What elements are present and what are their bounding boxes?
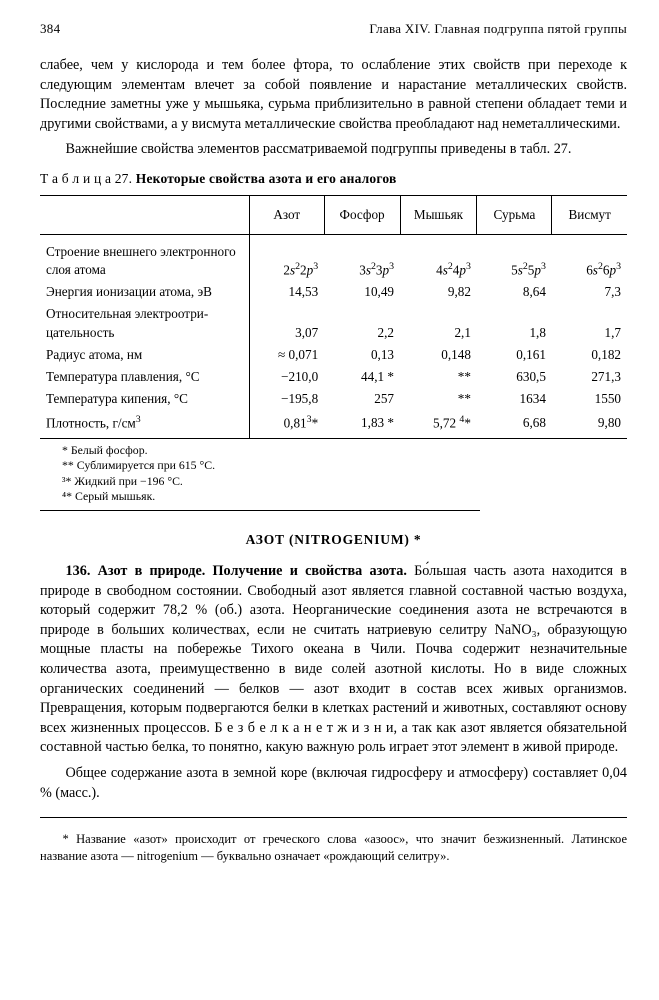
table-cell: 257 [324, 388, 400, 410]
table-number: Т а б л и ц а 27. [40, 171, 132, 186]
row-label: Радиус атома, нм [40, 344, 249, 366]
table-cell: 9,82 [400, 281, 477, 303]
table-footnote: ** Сублимируется при 615 °C. [62, 458, 627, 473]
table-cell: 3,07 [249, 303, 324, 343]
table-cell: 1634 [477, 388, 552, 410]
table-cell: 5,72 4* [400, 411, 477, 439]
table-cell: 0,148 [400, 344, 477, 366]
table-cell: 0,13 [324, 344, 400, 366]
table-cell: 1,7 [552, 303, 627, 343]
table-cell: 2s22p3 [249, 234, 324, 281]
row-label: Температура плавления, °C [40, 366, 249, 388]
table-cell: 0,182 [552, 344, 627, 366]
table-cell: −195,8 [249, 388, 324, 410]
paragraph: Общее содержание азота в земной коре (вк… [40, 764, 627, 803]
table-cell: 0,813* [249, 411, 324, 439]
table-row: Плотность, г/см3 0,813* 1,83 * 5,72 4* 6… [40, 411, 627, 439]
table-cell: 6,68 [477, 411, 552, 439]
table-header-row: Азот Фосфор Мышьяк Сурьма Висмут [40, 195, 627, 234]
row-label: Плотность, г/см3 [40, 411, 249, 439]
table-header-cell: Сурьма [477, 195, 552, 234]
table-cell: ≈ 0,071 [249, 344, 324, 366]
table-cell: 271,3 [552, 366, 627, 388]
table-cell: 6s26p3 [552, 234, 627, 281]
table-header-cell: Азот [249, 195, 324, 234]
row-label: Температура кипения, °C [40, 388, 249, 410]
table-row: Радиус атома, нм ≈ 0,071 0,13 0,148 0,16… [40, 344, 627, 366]
properties-table: Азот Фосфор Мышьяк Сурьма Висмут Строени… [40, 195, 627, 440]
paragraph-body: Бо́льшая часть азота находится в природе… [40, 563, 627, 755]
table-cell: 9,80 [552, 411, 627, 439]
table-header-blank [40, 195, 249, 234]
table-header-cell: Мышьяк [400, 195, 477, 234]
table-caption: Т а б л и ц а 27. Некоторые свойства азо… [40, 170, 627, 189]
table-footnote: ³* Жидкий при −196 °C. [62, 474, 627, 489]
table-cell: 1,83 * [324, 411, 400, 439]
page-number: 384 [40, 20, 60, 38]
table-cell: 630,5 [477, 366, 552, 388]
row-label: Строение внешнего электрон­ного слоя ато… [40, 234, 249, 281]
table-row: Температура кипения, °C −195,8 257 ** 16… [40, 388, 627, 410]
paragraph: 136. Азот в природе. Получение и свойств… [40, 562, 627, 758]
table-row: Температура плавления, °C −210,0 44,1 * … [40, 366, 627, 388]
table-cell: 2,1 [400, 303, 477, 343]
table-footnote: ⁴* Серый мышьяк. [62, 489, 627, 504]
table-row: Строение внешнего электрон­ного слоя ато… [40, 234, 627, 281]
table-footnotes: * Белый фосфор. ** Сублимируется при 615… [62, 443, 627, 504]
row-label: Энергия ионизации атома, эВ [40, 281, 249, 303]
paragraph: Важнейшие свойства элементов рассматрива… [40, 140, 627, 160]
table-cell: 5s25p3 [477, 234, 552, 281]
chapter-title: Глава XIV. Главная подгруппа пятой групп… [369, 20, 627, 38]
paragraph: слабее, чем у кислорода и тем более фтор… [40, 56, 627, 134]
table-row: Энергия ионизации атома, эВ 14,53 10,49 … [40, 281, 627, 303]
row-label: Относительная электроотри­цательность [40, 303, 249, 343]
table-cell: 3s23p3 [324, 234, 400, 281]
table-header-cell: Висмут [552, 195, 627, 234]
table-cell: 10,49 [324, 281, 400, 303]
table-row: Относительная электроотри­цательность 3,… [40, 303, 627, 343]
table-cell: 1550 [552, 388, 627, 410]
table-header-cell: Фосфор [324, 195, 400, 234]
paragraph-lead: 136. Азот в природе. Получение и свойств… [66, 563, 407, 579]
table-cell: ** [400, 388, 477, 410]
divider [40, 510, 480, 511]
page: 384 Глава XIV. Главная подгруппа пятой г… [0, 0, 659, 1000]
running-head: 384 Глава XIV. Главная подгруппа пятой г… [40, 20, 627, 38]
table-title: Некоторые свойства азота и его аналогов [136, 171, 397, 186]
table-cell: 14,53 [249, 281, 324, 303]
table-cell: ** [400, 366, 477, 388]
page-footnote: * Название «азот» происходит от греческо… [40, 831, 627, 865]
table-cell: 0,161 [477, 344, 552, 366]
table-cell: 1,8 [477, 303, 552, 343]
footnote-divider [40, 817, 627, 818]
table-cell: 4s24p3 [400, 234, 477, 281]
table-cell: −210,0 [249, 366, 324, 388]
table-footnote: * Белый фосфор. [62, 443, 627, 458]
table-cell: 7,3 [552, 281, 627, 303]
table-cell: 8,64 [477, 281, 552, 303]
table-cell: 2,2 [324, 303, 400, 343]
table-cell: 44,1 * [324, 366, 400, 388]
section-heading: АЗОТ (NITROGENIUM) * [40, 531, 627, 550]
